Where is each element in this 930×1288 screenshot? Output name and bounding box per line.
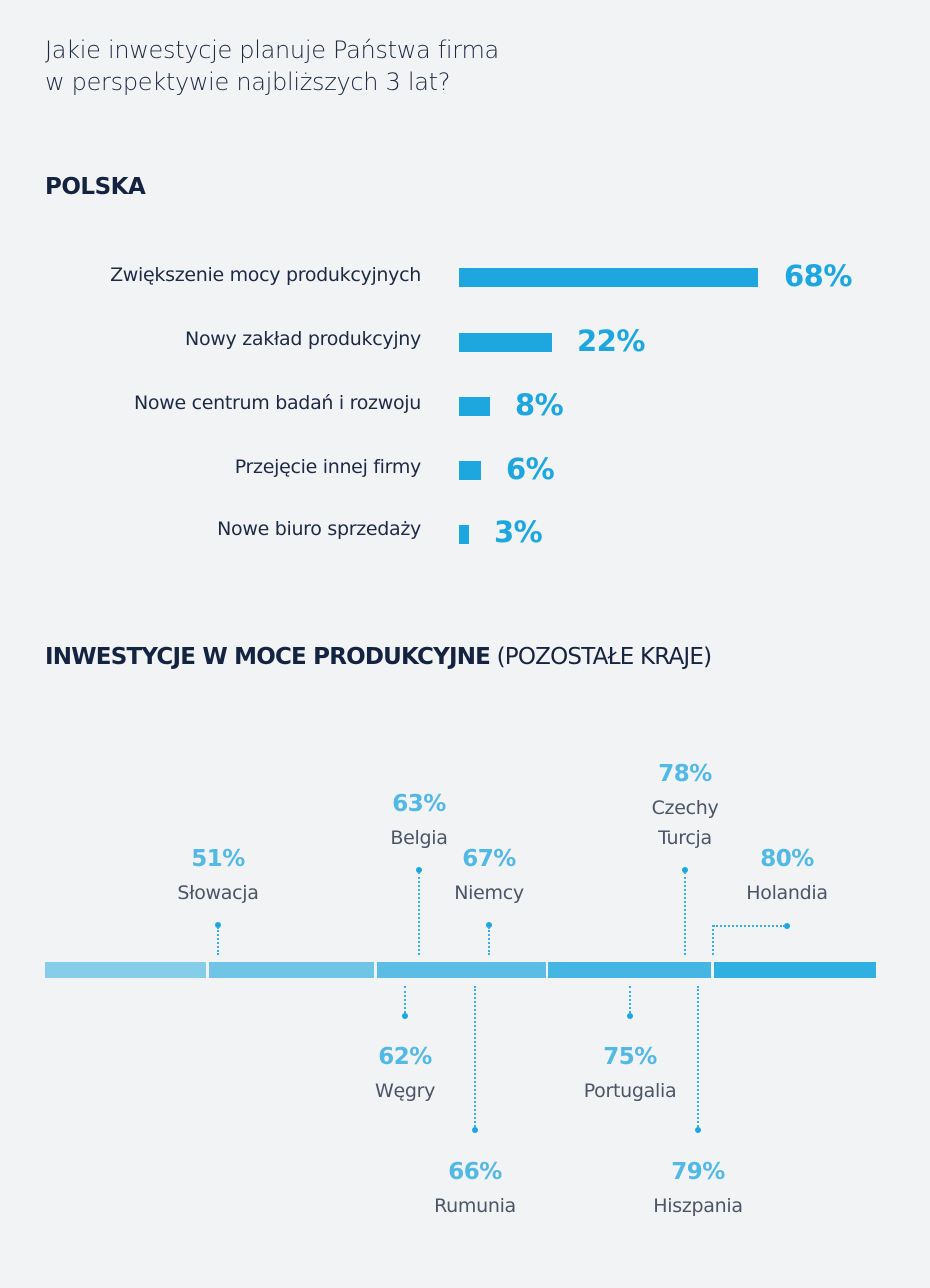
point-value: 80% bbox=[760, 846, 814, 872]
timeline-segment bbox=[45, 962, 206, 978]
bar bbox=[459, 397, 490, 416]
point-country: Rumunia bbox=[434, 1195, 516, 1217]
point-value: 51% bbox=[191, 846, 245, 872]
marker-dot bbox=[402, 1013, 408, 1019]
bar-label: Nowe biuro sprzedaży bbox=[217, 518, 421, 540]
bar bbox=[459, 461, 481, 480]
timeline-segment bbox=[548, 962, 711, 978]
bar bbox=[459, 333, 552, 352]
heading-bold: INWESTYCJE W MOCE PRODUKCYJNE bbox=[45, 644, 491, 670]
bar-label: Przejęcie innej firmy bbox=[234, 456, 422, 478]
connector-line bbox=[418, 872, 420, 955]
heading-light: (POZOSTAŁE KRAJE) bbox=[490, 644, 713, 670]
title-line-2: w perspektywie najbliższych 3 lat? bbox=[45, 68, 451, 96]
connector-line bbox=[404, 986, 406, 1013]
bar-label: Nowy zakład produkcyjny bbox=[185, 328, 421, 350]
timeline-segment bbox=[714, 962, 876, 978]
marker-dot bbox=[627, 1013, 633, 1019]
section-heading-investments: INWESTYCJE W MOCE PRODUKCYJNE (POZOSTAŁE… bbox=[45, 644, 713, 670]
connector-line bbox=[217, 927, 219, 955]
marker-dot bbox=[215, 922, 221, 928]
point-value: 63% bbox=[392, 791, 446, 817]
section-heading-polska: POLSKA bbox=[45, 174, 146, 200]
point-country: Słowacja bbox=[177, 882, 259, 904]
connector-line bbox=[629, 986, 631, 1013]
bar-value: 68% bbox=[784, 259, 852, 293]
connector-line bbox=[712, 925, 714, 955]
bar-value: 6% bbox=[506, 452, 555, 486]
connector-line bbox=[488, 927, 490, 955]
connector-line bbox=[474, 986, 476, 1127]
connector-line bbox=[684, 872, 686, 955]
point-value: 75% bbox=[603, 1044, 657, 1070]
marker-dot bbox=[784, 923, 790, 929]
bar-value: 3% bbox=[494, 515, 543, 549]
point-country: Czechy bbox=[651, 797, 719, 819]
bar bbox=[459, 268, 758, 287]
bar-label: Nowe centrum badań i rozwoju bbox=[133, 392, 421, 414]
point-country: Holandia bbox=[746, 882, 828, 904]
point-value: 78% bbox=[658, 761, 712, 787]
marker-dot bbox=[695, 1127, 701, 1133]
point-country: Węgry bbox=[374, 1080, 436, 1102]
marker-dot bbox=[472, 1127, 478, 1133]
page-title: Jakie inwestycje planuje Państwa firma w… bbox=[45, 34, 499, 98]
timeline-segment bbox=[209, 962, 374, 978]
point-value: 67% bbox=[462, 846, 516, 872]
connector-line bbox=[697, 986, 699, 1127]
point-country-2: Turcja bbox=[658, 827, 712, 849]
bar bbox=[459, 525, 469, 544]
connector-line-horizontal bbox=[713, 925, 785, 927]
point-country: Hiszpania bbox=[653, 1195, 743, 1217]
point-country: Niemcy bbox=[454, 882, 524, 904]
marker-dot bbox=[486, 922, 492, 928]
marker-dot bbox=[416, 867, 422, 873]
bar-label: Zwiększenie mocy produkcyjnych bbox=[110, 264, 421, 286]
point-value: 66% bbox=[448, 1159, 502, 1185]
timeline-segment bbox=[377, 962, 546, 978]
bar-value: 8% bbox=[515, 388, 564, 422]
marker-dot bbox=[682, 867, 688, 873]
point-value: 62% bbox=[378, 1044, 432, 1070]
point-country: Belgia bbox=[390, 827, 448, 849]
point-value: 79% bbox=[671, 1159, 725, 1185]
bar-value: 22% bbox=[577, 324, 645, 358]
title-line-1: Jakie inwestycje planuje Państwa firma bbox=[45, 36, 499, 64]
point-country: Portugalia bbox=[583, 1080, 677, 1102]
